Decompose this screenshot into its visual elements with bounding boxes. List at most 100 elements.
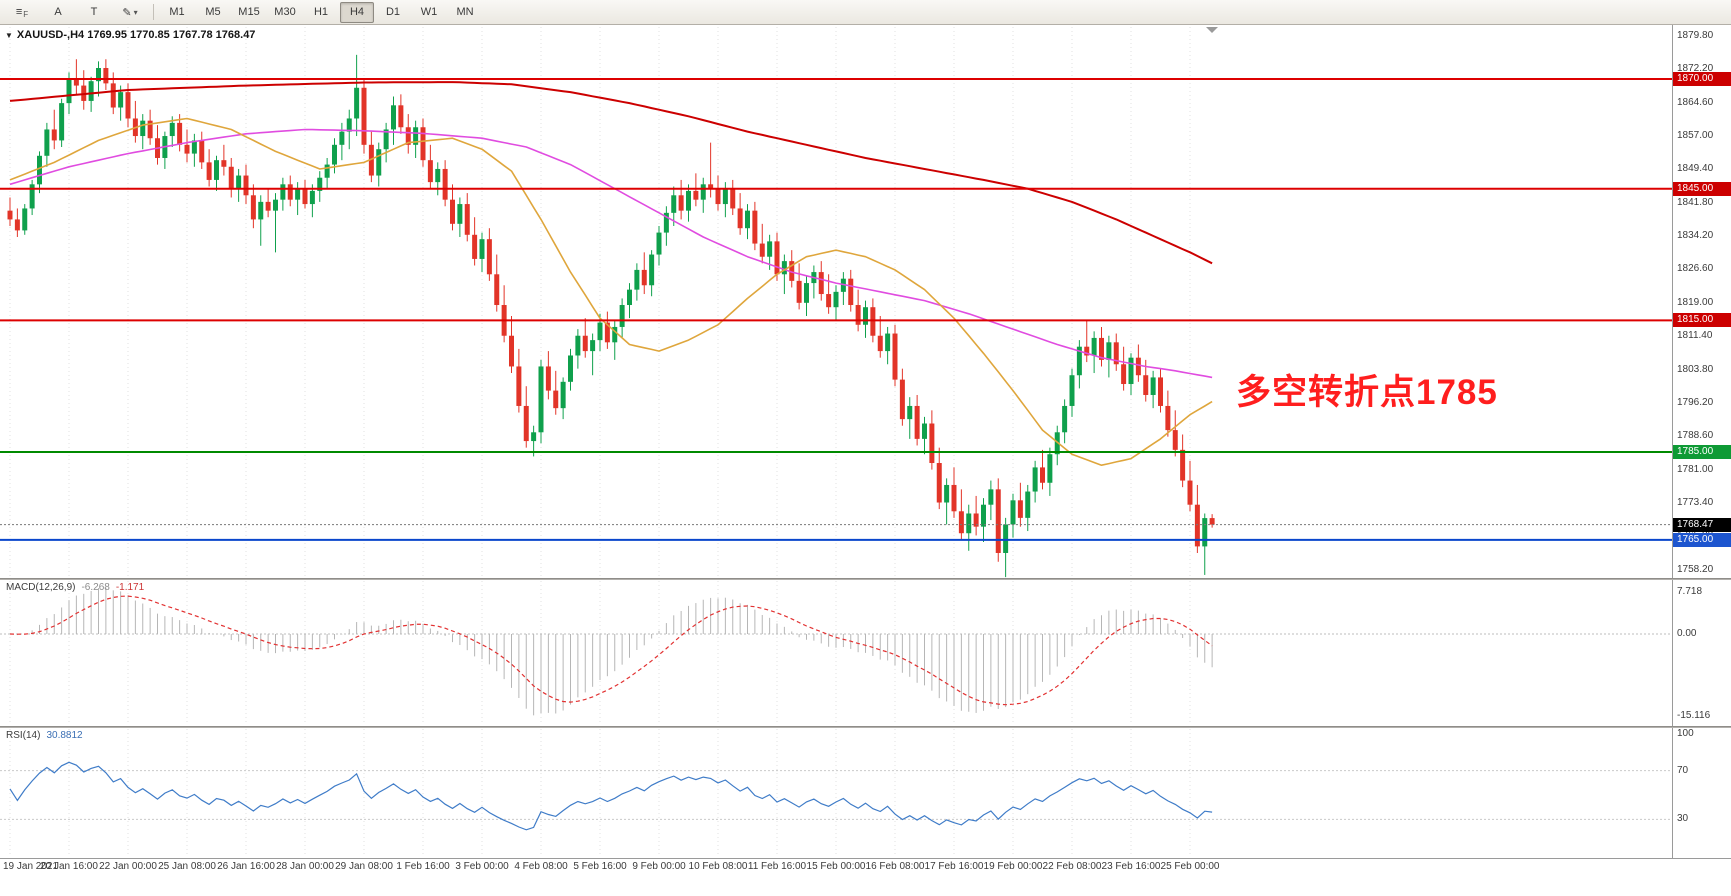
panel-splitter-rsi[interactable] [0, 726, 1731, 728]
timeframe-button-M1[interactable]: M1 [169, 6, 185, 18]
price-axis-label: 1826.60 [1677, 263, 1714, 274]
rsi-axis-label: 100 [1677, 728, 1694, 739]
price-axis-label: 1834.20 [1677, 230, 1714, 241]
price-axis-label: 1788.60 [1677, 430, 1714, 441]
price-axis-label: 1811.40 [1677, 330, 1713, 341]
price-level-badge-1815: 1815.00 [1673, 313, 1731, 327]
panel-splitter-macd[interactable] [0, 578, 1731, 580]
time-axis-label: 19 Feb 00:00 [983, 861, 1043, 872]
shapes-tool-button[interactable]: ✎ ▾ [113, 2, 147, 23]
time-axis-label: 19 Jan 2021 [3, 861, 59, 872]
chevron-down-icon: ▾ [133, 7, 138, 17]
symbol-ohlc-readout: ▼ XAUUSD-,H4 1769.95 1770.85 1767.78 1768… [5, 29, 255, 41]
arrow-tool-button[interactable]: A [41, 2, 75, 23]
timeframe-button-M30[interactable]: M30 [274, 6, 296, 18]
time-axis-label: 28 Jan 00:00 [276, 861, 334, 872]
symbol-title-text: XAUUSD-,H4 1769.95 1770.85 1767.78 1768.… [16, 29, 256, 41]
time-axis-label: 25 Jan 08:00 [158, 861, 216, 872]
price-axis-label: 1803.80 [1677, 364, 1714, 375]
price-level-badge-1765: 1765.00 [1673, 533, 1731, 547]
fibonacci-tool-icon: ≡ [15, 6, 23, 18]
price-axis-label: 1819.00 [1677, 297, 1714, 308]
chart-shift-marker[interactable] [1206, 27, 1218, 33]
macd-histogram [16, 587, 1213, 716]
time-axis-label: 9 Feb 00:00 [632, 861, 686, 872]
time-axis-label: 23 Feb 16:00 [1101, 861, 1161, 872]
rsi-axis-label: 70 [1677, 765, 1689, 776]
text-tool-icon: T [90, 6, 98, 18]
shapes-tool-icon: ✎ [122, 6, 132, 19]
macd-axis-label: -15.116 [1677, 710, 1711, 721]
time-axis-label: 29 Jan 08:00 [335, 861, 393, 872]
timeframe-button-W1[interactable]: W1 [420, 6, 438, 18]
toolbar-separator [153, 4, 154, 20]
price-axis-label: 1864.60 [1677, 97, 1714, 108]
rsi-label: RSI(14) [6, 730, 41, 741]
time-axis-label: 20 Jan 16:00 [40, 861, 98, 872]
timeframe-button-M5[interactable]: M5 [205, 6, 221, 18]
axis-separator [1672, 25, 1673, 859]
fibonacci-tool-button[interactable]: ≡ F [5, 2, 39, 23]
time-axis-label: 4 Feb 08:00 [514, 861, 568, 872]
arrow-tool-icon: A [54, 6, 62, 18]
time-axis-label: 16 Feb 08:00 [865, 861, 925, 872]
rsi-value: 30.8812 [46, 730, 83, 741]
macd-signal-value: -1.171 [115, 582, 145, 593]
macd-main-value: -6.268 [81, 582, 110, 593]
rsi-line [9, 761, 1213, 831]
fibonacci-tool-sub-label: F [23, 10, 29, 19]
chart-annotation-text[interactable]: 多空转折点1785 [1236, 373, 1498, 412]
time-axis-label: 5 Feb 16:00 [573, 861, 627, 872]
time-axis-label: 1 Feb 16:00 [396, 861, 450, 872]
horizontal-level-lines[interactable] [0, 77, 1672, 541]
price-axis-label: 1796.20 [1677, 397, 1714, 408]
macd-signal-line [9, 595, 1213, 706]
macd-label: MACD(12,26,9) [6, 582, 76, 593]
rsi-indicator-label: RSI(14) 30.8812 [6, 730, 83, 741]
macd-panel [0, 587, 1672, 716]
ma-long-line [9, 81, 1213, 265]
price-axis-label: 1872.20 [1677, 63, 1714, 74]
time-axis-border [0, 858, 1731, 859]
time-axis-label: 10 Feb 08:00 [688, 861, 748, 872]
time-axis-label: 22 Feb 08:00 [1042, 861, 1102, 872]
price-axis-label: 1879.80 [1677, 30, 1714, 41]
price-level-badge-1785: 1785.00 [1673, 445, 1731, 459]
timeframe-button-H1[interactable]: H1 [313, 6, 329, 18]
time-axis-label: 26 Jan 16:00 [217, 861, 275, 872]
price-axis-label: 1758.20 [1677, 564, 1714, 575]
time-axis-label: 25 Feb 00:00 [1160, 861, 1220, 872]
rsi-panel [0, 761, 1672, 831]
price-axis-label: 1773.40 [1677, 497, 1714, 508]
time-axis-label: 11 Feb 16:00 [747, 861, 807, 872]
price-axis-label: 1781.00 [1677, 464, 1714, 475]
time-axis-label: 17 Feb 16:00 [924, 861, 984, 872]
time-axis-label: 3 Feb 00:00 [455, 861, 509, 872]
price-level-badge-1845: 1845.00 [1673, 182, 1731, 196]
macd-axis-label: 0.00 [1677, 628, 1697, 639]
symbol-dropdown-icon[interactable]: ▼ [5, 31, 13, 40]
timeframe-button-M15[interactable]: M15 [238, 6, 260, 18]
text-tool-button[interactable]: T [77, 2, 111, 23]
price-axis-label: 1857.00 [1677, 130, 1714, 141]
price-axis-label: 1849.40 [1677, 163, 1714, 174]
candlestick-series [7, 54, 1215, 578]
toolbar: ≡ F A T ✎ ▾ M1 M5 M15 M30 H1 H4 D1 W1 MN [0, 0, 1731, 25]
time-axis-label: 15 Feb 00:00 [806, 861, 866, 872]
price-axis-label: 1841.80 [1677, 197, 1714, 208]
ma-fast-line [9, 117, 1213, 466]
timeframe-button-D1[interactable]: D1 [385, 6, 401, 18]
rsi-axis-label: 30 [1677, 813, 1689, 824]
timeframe-button-MN[interactable]: MN [456, 6, 474, 18]
macd-axis-label: 7.718 [1677, 586, 1703, 597]
time-axis[interactable]: 19 Jan 2021 20 Jan 16:00 22 Jan 00:00 25 Ja… [0, 859, 1731, 883]
current-price-badge: 1768.47 [1673, 518, 1731, 532]
macd-indicator-label: MACD(12,26,9) -6.268 -1.171 [6, 582, 144, 593]
ma-medium-line [9, 128, 1213, 379]
time-axis-label: 22 Jan 00:00 [99, 861, 157, 872]
timeframe-button-H4[interactable]: H4 [340, 1, 374, 23]
price-level-badge-1870: 1870.00 [1673, 72, 1731, 86]
price-axis[interactable]: 1879.80 1872.20 1864.60 1857.00 1849.40 1841.… [1673, 25, 1731, 858]
